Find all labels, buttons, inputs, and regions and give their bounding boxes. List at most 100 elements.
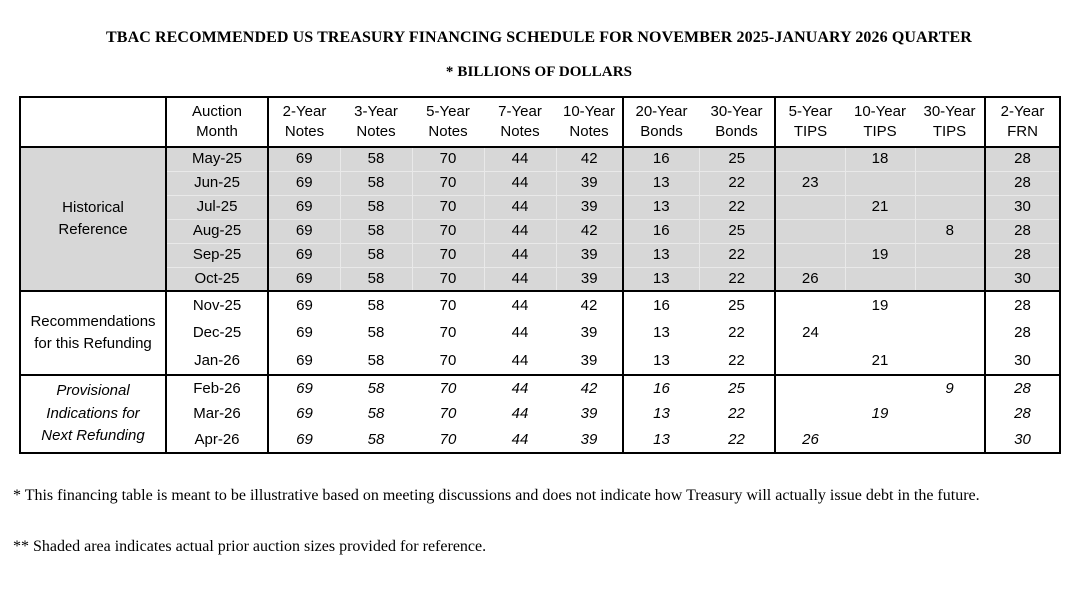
value-cell: 70	[411, 146, 484, 171]
value-cell: 28	[984, 401, 1060, 427]
value-cell: 30	[984, 266, 1060, 291]
value-cell: 16	[622, 146, 699, 171]
month-cell: May-25	[165, 146, 268, 171]
value-cell: 69	[267, 319, 340, 347]
column-header-7-year-notes: 7-Year Notes	[484, 97, 556, 148]
value-cell: 70	[439, 324, 457, 342]
value-cell: 25	[699, 290, 775, 319]
value-cell: 22	[728, 324, 745, 342]
table-row: Mar-26 69 58 70 44 39 13 22 19 28	[20, 401, 1060, 427]
value-cell: 39	[555, 242, 623, 267]
table-row: Recommendations for this Refunding Nov-25…	[20, 290, 1060, 375]
column-header-5-year-tips: 5-Year TIPS	[774, 97, 845, 148]
value-cell: 16	[622, 290, 699, 319]
value-cell: 58	[339, 242, 412, 267]
value-cell	[774, 347, 845, 375]
value-cell	[914, 146, 985, 171]
document-header: TBAC RECOMMENDED US TREASURY FINANCING S…	[0, 29, 1078, 81]
value-cell	[915, 427, 985, 453]
month-cell: Jan-26	[165, 347, 268, 375]
value-cell	[845, 427, 915, 453]
column-header-2-year-notes: 2-Year Notes	[267, 97, 340, 148]
value-cell	[844, 170, 915, 195]
value-cell: 58	[340, 374, 412, 401]
value-cell: 44	[511, 430, 529, 448]
value-cell: 28	[984, 218, 1060, 243]
section-label-provisional: Provisional Indications for Next Refundi…	[20, 374, 166, 453]
value-cell: 44	[483, 194, 556, 219]
header-row: Auction Month 2-Year Notes 3-Year Notes 5-Y…	[20, 97, 1060, 148]
value-cell: 21	[844, 194, 915, 219]
value-cell: 70	[439, 405, 457, 423]
value-cell: 22	[728, 351, 745, 369]
value-cell: 44	[511, 351, 529, 369]
value-cell: 39	[580, 324, 598, 342]
column-header-30-year-tips: 30-Year TIPS	[915, 97, 985, 148]
value-cell: 18	[844, 146, 915, 171]
value-cell	[845, 374, 915, 401]
column-header-2-year-frn: 2-Year FRN	[984, 97, 1060, 148]
page-subtitle: * BILLIONS OF DOLLARS	[445, 64, 633, 80]
month-cell: Dec-25	[165, 319, 268, 347]
month-cell: Oct-25	[165, 266, 268, 291]
value-cell: 69	[267, 218, 340, 243]
value-cell: 70	[412, 374, 484, 401]
value-cell: 22	[698, 266, 775, 291]
value-cell: 44	[484, 374, 556, 401]
month-cell: Aug-25	[165, 218, 268, 243]
value-cell: 69	[267, 347, 340, 375]
value-cell	[774, 401, 845, 427]
column-header-20-year-bonds: 20-Year Bonds	[622, 97, 699, 148]
table-row: Jul-25 69 58 70 44 39 13 22 21 30	[20, 194, 1060, 219]
corner-cell	[20, 97, 166, 148]
value-cell: 8	[914, 218, 985, 243]
value-cell: 69	[267, 146, 340, 171]
value-cell: 39	[555, 266, 623, 291]
value-cell	[915, 290, 985, 319]
footnote-shaded-area: ** Shaded area indicates actual prior au…	[13, 538, 487, 556]
value-cell: 13	[622, 319, 699, 347]
value-cell: 19	[845, 290, 915, 319]
value-cell: 13	[622, 347, 699, 375]
value-cell: 22	[698, 170, 775, 195]
value-cell: 28	[984, 374, 1060, 401]
value-cell	[914, 242, 985, 267]
value-cell: 28	[984, 242, 1060, 267]
value-cell: 69	[267, 170, 340, 195]
value-cell: 25	[698, 146, 775, 171]
column-header-30-year-bonds: 30-Year Bonds	[699, 97, 775, 148]
section-label-historical: Historical Reference	[20, 146, 166, 291]
value-cell: 26	[774, 427, 845, 453]
value-cell: 39	[580, 430, 598, 448]
section-recommendations: Recommendations for this Refunding Nov-25…	[20, 290, 1060, 375]
value-cell: 13	[622, 427, 699, 453]
value-cell: 44	[483, 218, 556, 243]
value-cell: 58	[339, 266, 412, 291]
value-cell: 44	[483, 242, 556, 267]
value-cell: 25	[698, 218, 775, 243]
value-cell: 28	[984, 290, 1060, 319]
value-cell: 44	[483, 266, 556, 291]
value-cell	[844, 218, 915, 243]
value-cell: 44	[483, 170, 556, 195]
footnote-illustrative: * This financing table is meant to be il…	[13, 487, 980, 504]
value-cell: 22	[698, 194, 775, 219]
column-header-auction-month: Auction Month	[165, 97, 268, 148]
value-cell: 30	[984, 194, 1060, 219]
value-cell: 44	[484, 290, 556, 319]
financing-table: Auction Month 2-Year Notes 3-Year Notes 5-Y…	[19, 96, 1061, 454]
value-cell: 70	[411, 266, 484, 291]
table-row: Jan-26 69 58 70 44 39 13 22 21 30	[20, 347, 1060, 375]
value-cell: 19	[844, 242, 915, 267]
value-cell: 44	[511, 324, 529, 342]
month-cell: Sep-25	[165, 242, 268, 267]
month-cell: Mar-26	[165, 401, 268, 427]
table-row: Provisional Indications for Next Refundi…	[20, 374, 1060, 453]
value-cell: 70	[411, 218, 484, 243]
section-provisional: Provisional Indications for Next Refundi…	[20, 374, 1060, 453]
value-cell: 44	[483, 146, 556, 171]
value-cell: 39	[580, 405, 598, 423]
value-cell: 28	[984, 146, 1060, 171]
page-title: TBAC RECOMMENDED US TREASURY FINANCING S…	[106, 29, 972, 46]
value-cell: 58	[367, 430, 385, 448]
